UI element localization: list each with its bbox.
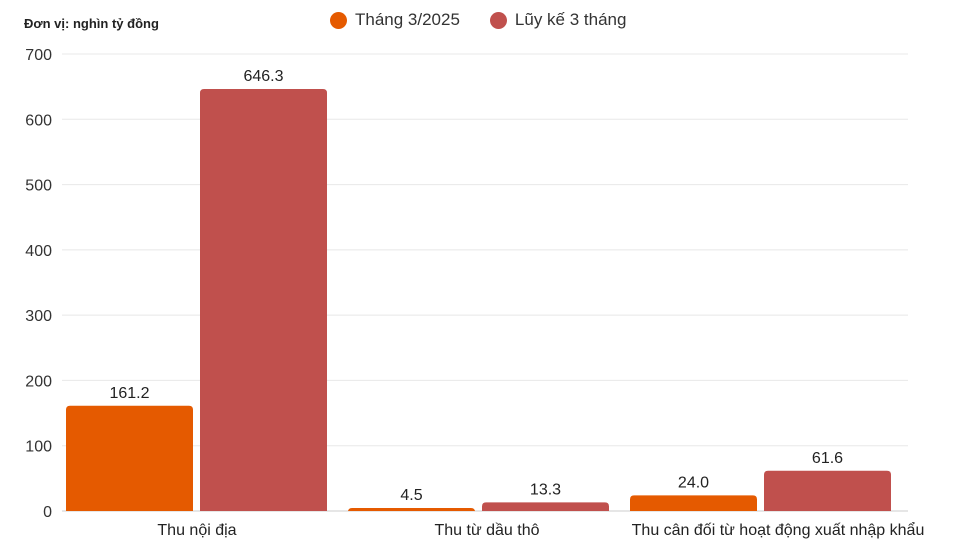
legend-swatch-monthly xyxy=(330,11,347,29)
y-tick-label: 200 xyxy=(25,373,52,390)
data-label: 24.0 xyxy=(678,474,709,491)
legend-label-monthly: Tháng 3/2025 xyxy=(355,10,460,29)
x-tick-label: Thu từ dầu thô xyxy=(435,522,540,539)
y-tick-label: 300 xyxy=(25,308,52,325)
legend-item-monthly: Tháng 3/2025 xyxy=(330,10,460,30)
legend-label-cumulative: Lũy kế 3 tháng xyxy=(514,10,627,29)
bar xyxy=(66,405,193,511)
data-label: 61.6 xyxy=(812,450,843,467)
data-label: 646.3 xyxy=(243,68,283,85)
data-label: 161.2 xyxy=(109,385,149,402)
bar xyxy=(630,495,757,511)
data-label: 13.3 xyxy=(530,481,561,498)
y-tick-label: 600 xyxy=(25,112,52,129)
bar xyxy=(482,502,609,511)
legend: Tháng 3/2025 Lũy kế 3 tháng xyxy=(330,10,626,30)
y-tick-label: 0 xyxy=(43,504,52,521)
x-tick-label: Thu cân đối từ hoạt động xuất nhập khẩu xyxy=(632,521,925,539)
y-tick-label: 500 xyxy=(25,178,52,195)
y-tick-label: 100 xyxy=(25,439,52,456)
bar xyxy=(348,508,475,512)
y-tick-label: 700 xyxy=(25,47,52,64)
bar xyxy=(200,89,327,512)
y-tick-label: 400 xyxy=(25,243,52,260)
data-label: 4.5 xyxy=(400,487,422,504)
x-tick-label: Thu nội địa xyxy=(157,522,236,539)
legend-swatch-cumulative xyxy=(489,11,507,29)
unit-label: Đơn vị: nghìn tỷ đồng xyxy=(24,16,159,31)
legend-item-cumulative: Lũy kế 3 tháng xyxy=(489,10,627,30)
bar xyxy=(764,470,891,511)
